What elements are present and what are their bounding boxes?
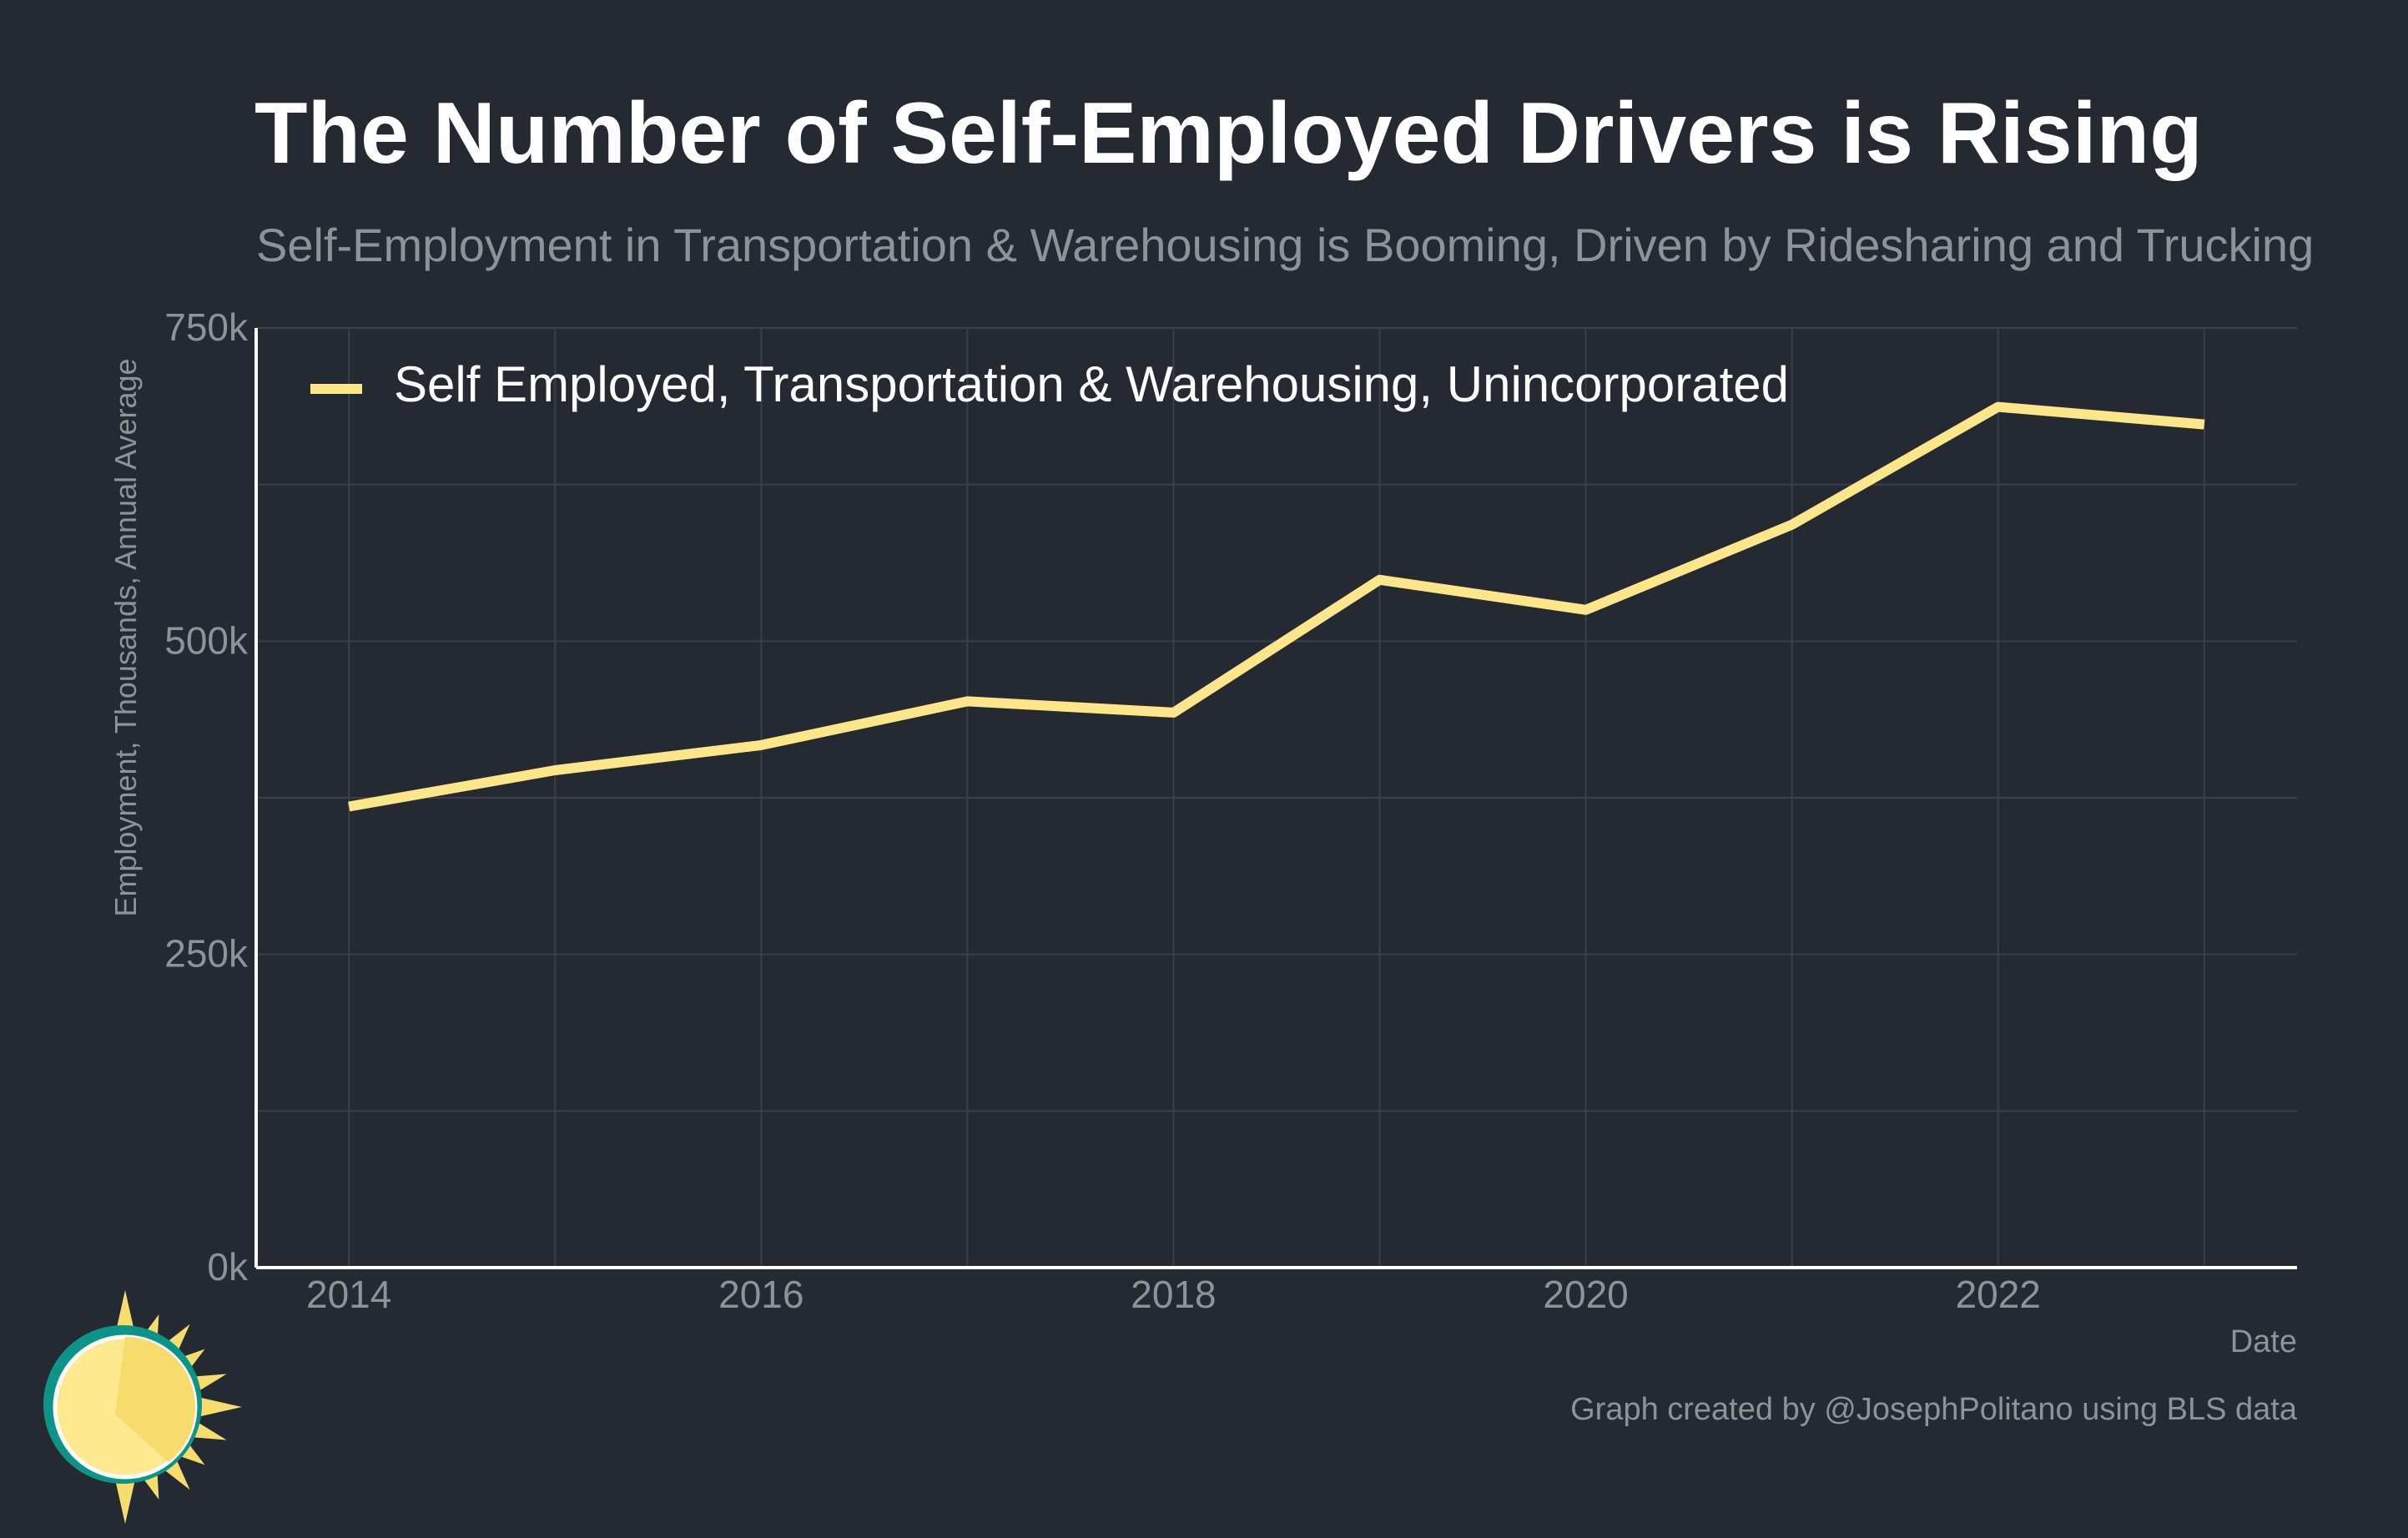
y-tick-label: 750k	[164, 305, 249, 349]
y-tick-labels: 0k 250k 500k 750k	[164, 305, 249, 1288]
x-tick-label: 2020	[1543, 1273, 1628, 1316]
y-tick-label: 250k	[164, 932, 249, 976]
x-axis-title: Date	[2230, 1324, 2297, 1359]
y-tick-label: 500k	[164, 618, 249, 662]
sun-ray	[190, 1395, 242, 1419]
series	[348, 401, 2205, 812]
sun-ray	[113, 1472, 137, 1524]
chart-title: The Number of Self-Employed Drivers is R…	[254, 85, 2203, 182]
y-tick-label: 0k	[207, 1245, 249, 1288]
x-tick-labels: 2014 2016 2018 2020 2022	[306, 1273, 2041, 1316]
x-tick-label: 2016	[718, 1273, 804, 1316]
x-tick-label: 2014	[306, 1273, 391, 1316]
sun-logo-icon	[43, 1290, 242, 1524]
grid-lines	[256, 327, 2297, 1268]
chart-subtitle: Self-Employment in Transportation & Ware…	[256, 219, 2315, 271]
legend-label: Self Employed, Transportation & Warehous…	[394, 356, 1789, 412]
legend: Self Employed, Transportation & Warehous…	[310, 356, 1789, 412]
axes	[254, 328, 2297, 1269]
x-tick-label: 2018	[1131, 1273, 1216, 1316]
x-tick-label: 2022	[1956, 1273, 2041, 1316]
source-caption: Graph created by @JosephPolitano using B…	[1570, 1392, 2298, 1427]
y-axis-title: Employment, Thousands, Annual Average	[108, 358, 143, 916]
series-line	[348, 401, 2205, 812]
